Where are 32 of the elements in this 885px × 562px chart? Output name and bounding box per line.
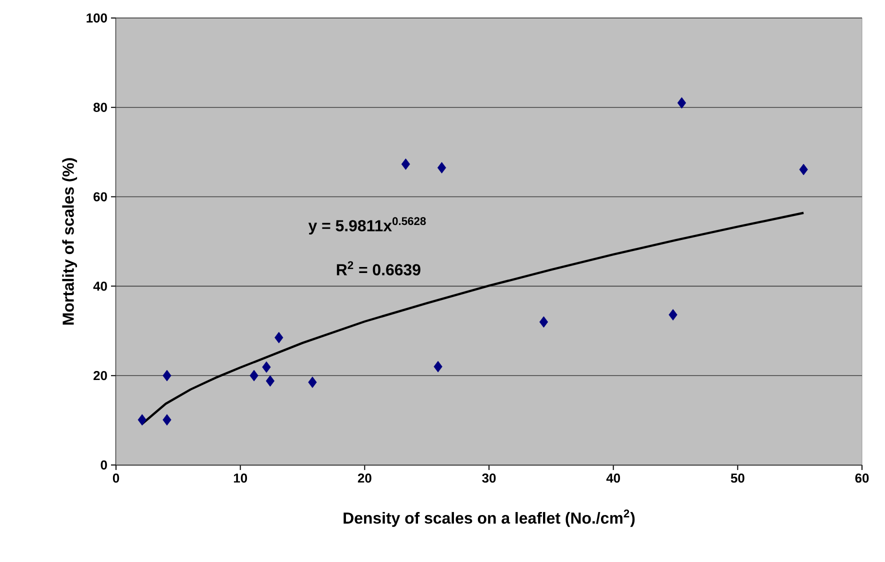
x-tick-label: 60 [855,474,869,483]
point [668,309,678,320]
point [162,414,172,426]
x-tick-label: 30 [482,474,496,483]
point [162,370,172,382]
point [434,360,442,372]
x-tick-label: 40 [606,474,620,483]
annotation: y = 5.9811x$^{0.5628}$ [308,217,426,235]
y-tick-label: 80 [93,102,107,112]
y-tick-label: 60 [94,192,107,202]
x-tick-label: 0 [112,474,120,483]
x-axis-title: Density of scales on a leaflet (No./cm$^{2}$) [344,510,635,527]
point [138,414,146,426]
y-tick-label: 100 [86,13,107,23]
point [539,316,548,328]
x-tick-label: 10 [234,474,248,483]
point [250,370,258,382]
point [437,162,446,174]
point [308,376,317,388]
point [677,97,686,109]
point [262,361,271,373]
point [274,332,284,344]
point [266,375,275,387]
x-tick-label: 20 [358,474,372,483]
point [799,164,808,176]
x-tick-label: 50 [730,474,744,483]
y-tick-label: 20 [94,370,107,380]
y-axis-title: Mortality of scales (%) [62,158,78,325]
annotation: R$^{2}$ = 0.6639 [336,261,420,276]
y-tick-label: 0 [100,460,107,470]
y-tick-label: 40 [93,282,107,291]
point [401,158,410,170]
